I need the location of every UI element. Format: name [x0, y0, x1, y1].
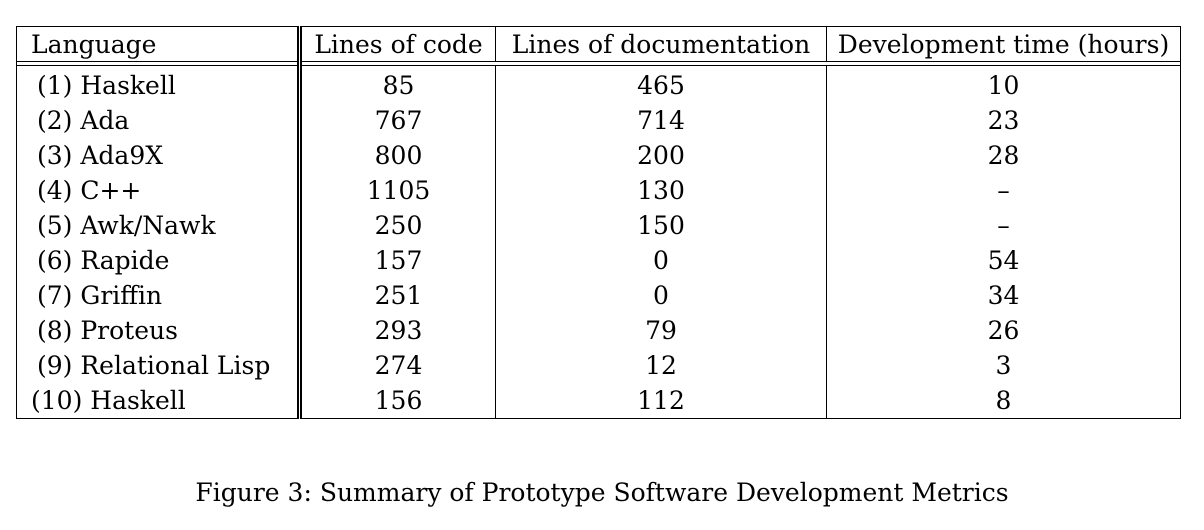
table-row: (4) C++ 1105 130– [16, 173, 1181, 208]
cell-language: (2) Ada [16, 103, 302, 138]
cell-development-time: – [826, 208, 1181, 243]
header-double-rule [16, 61, 1181, 66]
cell-language: (10) Haskell [16, 383, 302, 419]
cell-development-time: 54 [826, 243, 1181, 278]
table-body: (1) Haskell 85 465 10 (2) Ada 767 714 23 (3) Ada… [16, 65, 1181, 419]
table-row: (2) Ada 767 714 23 [16, 103, 1181, 138]
table-header-row: Language Lines of code Lines of document… [16, 26, 1181, 62]
cell-language: (7) Griffin [16, 278, 302, 313]
cell-development-time: 28 [826, 138, 1181, 173]
cell-lines-of-code: 767 [374, 106, 423, 135]
cell-lines-of-code: 293 [374, 316, 423, 345]
cell-language: (8) Proteus [16, 313, 302, 348]
cell-lines-of-code: 251 [374, 281, 423, 310]
cell-lines-of-documentation: 465 [495, 65, 827, 103]
table-row: (1) Haskell 85 465 10 [16, 65, 1181, 103]
cell-development-time: 34 [826, 278, 1181, 313]
cell-development-time: – [826, 173, 1181, 208]
cell-language: (6) Rapide [16, 243, 302, 278]
header-lines-of-documentation: Lines of documentation [495, 26, 827, 62]
cell-lines-of-code: 1105 [366, 176, 431, 205]
header-development-time: Development time (hours) [826, 26, 1181, 62]
figure-caption: Figure 3: Summary of Prototype Software … [195, 478, 1009, 507]
cell-lines-of-code: 85 [382, 71, 415, 100]
header-lines-of-code: Lines of code [299, 26, 496, 62]
table-row: (5) Awk/Nawk 250 150– [16, 208, 1181, 243]
cell-lines-of-documentation: 150 [495, 208, 827, 243]
cell-development-time: 10 [826, 65, 1181, 103]
cell-lines-of-code: 800 [374, 141, 423, 170]
cell-language: (5) Awk/Nawk [16, 208, 302, 243]
cell-lines-of-documentation: 200 [495, 138, 827, 173]
cell-lines-of-documentation: 79 [495, 313, 827, 348]
table-row: (8) Proteus 293 79 26 [16, 313, 1181, 348]
cell-development-time: 8 [826, 383, 1181, 419]
cell-lines-of-code: 156 [374, 386, 423, 415]
cell-lines-of-code: 250 [374, 211, 423, 240]
cell-language: (9) Relational Lisp [16, 348, 302, 383]
cell-development-time: 3 [826, 348, 1181, 383]
cell-lines-of-documentation: 714 [495, 103, 827, 138]
cell-lines-of-documentation: 130 [495, 173, 827, 208]
cell-lines-of-code: 274 [374, 351, 423, 380]
table-row: (3) Ada9X 800 200 28 [16, 138, 1181, 173]
cell-lines-of-documentation: 112 [495, 383, 827, 419]
cell-language: (3) Ada9X [16, 138, 302, 173]
cell-language: (1) Haskell [16, 65, 302, 103]
cell-lines-of-documentation: 0 [495, 243, 827, 278]
table-row: (7) Griffin 251 0 34 [16, 278, 1181, 313]
cell-language: (4) C++ [16, 173, 302, 208]
table-row: (6) Rapide 157 0 54 [16, 243, 1181, 278]
table-row: (9) Relational Lisp 274 12 3 [16, 348, 1181, 383]
cell-development-time: 26 [826, 313, 1181, 348]
cell-lines-of-documentation: 12 [495, 348, 827, 383]
cell-lines-of-documentation: 0 [495, 278, 827, 313]
metrics-table: Language Lines of code Lines of document… [16, 26, 1181, 419]
table-row: (10) Haskell 156 112 8 [16, 383, 1181, 419]
header-language: Language [16, 26, 302, 62]
cell-development-time: 23 [826, 103, 1181, 138]
cell-lines-of-code: 157 [374, 246, 423, 275]
